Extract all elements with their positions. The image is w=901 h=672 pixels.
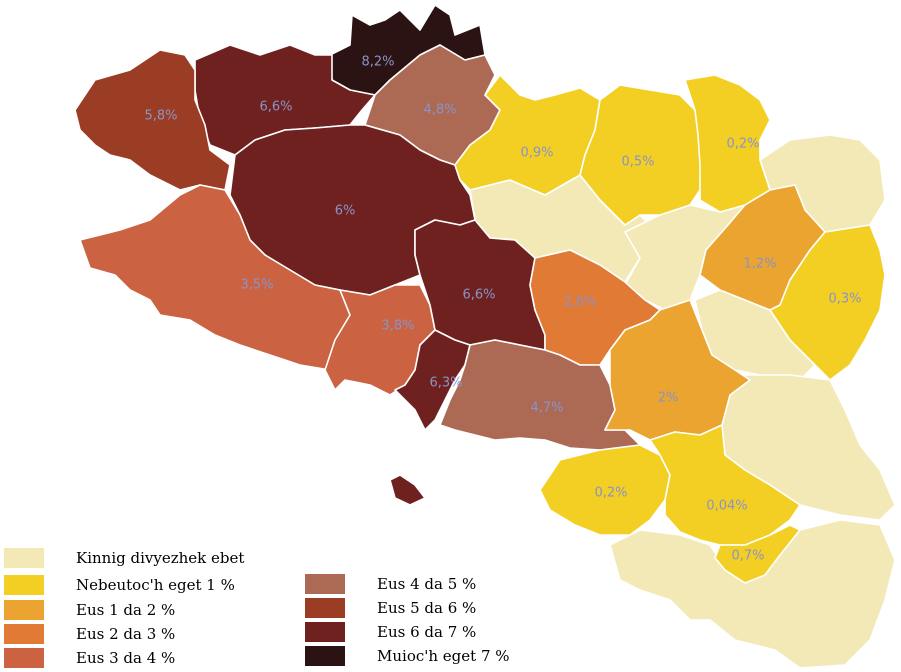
- legend-item: Eus 4 da 5 %: [305, 574, 476, 594]
- region-label: 3,8%: [381, 319, 414, 334]
- region-label: 8,2%: [361, 55, 394, 70]
- region-fougeres[interactable]: [769, 224, 886, 381]
- region-label: 0,3%: [828, 292, 861, 307]
- region-lorient[interactable]: [394, 329, 471, 431]
- legend-item: Eus 6 da 7 %: [305, 622, 476, 642]
- region-redon[interactable]: [539, 444, 671, 536]
- region-label: 3,5%: [240, 278, 273, 293]
- legend-item: Eus 5 da 6 %: [305, 598, 476, 618]
- region-label: 0,2%: [726, 137, 759, 152]
- legend-swatch: [4, 600, 44, 620]
- legend-item: Eus 2 da 3 %: [4, 624, 175, 644]
- legend-item: Muioc'h eget 7 %: [305, 646, 510, 666]
- legend-item: Eus 3 da 4 %: [4, 648, 175, 668]
- region-label: 0,04%: [706, 499, 747, 514]
- legend-swatch: [4, 624, 44, 644]
- region-label: 4,7%: [530, 401, 563, 416]
- region-label: 0,2%: [594, 486, 627, 501]
- legend-item: Kinnig divyezhek ebet: [4, 548, 244, 568]
- region-lorient-island[interactable]: [389, 474, 426, 506]
- region-label: 2,6%: [563, 295, 596, 310]
- region-label: 4,8%: [423, 103, 456, 118]
- region-label: 2%: [658, 391, 679, 406]
- legend-swatch: [4, 548, 44, 568]
- region-saint-brieuc[interactable]: [454, 74, 601, 196]
- region-label: 5,8%: [144, 109, 177, 124]
- legend-label: Eus 3 da 4 %: [76, 649, 176, 667]
- legend-swatch: [305, 598, 345, 618]
- region-label: 1,2%: [743, 257, 776, 272]
- region-label: 6%: [335, 204, 356, 219]
- legend-swatch: [305, 622, 345, 642]
- region-label: 0,9%: [520, 146, 553, 161]
- legend-swatch: [305, 646, 345, 666]
- legend-label: Nebeutoc'h eget 1 %: [76, 576, 235, 594]
- region-nantes[interactable]: [714, 524, 801, 584]
- legend-item: Eus 1 da 2 %: [4, 600, 175, 620]
- region-label: 6,3%: [429, 376, 462, 391]
- legend-label: Eus 1 da 2 %: [76, 601, 176, 619]
- region-lamballe[interactable]: [579, 84, 706, 226]
- region-label: 0,5%: [621, 155, 654, 170]
- legend-swatch: [4, 648, 44, 668]
- legend-label: Kinnig divyezhek ebet: [76, 549, 245, 567]
- legend-swatch: [4, 575, 44, 595]
- legend-label: Eus 5 da 6 %: [377, 599, 477, 617]
- legend-label: Muioc'h eget 7 %: [377, 647, 510, 665]
- region-ploermel[interactable]: [604, 299, 751, 441]
- legend-label: Eus 2 da 3 %: [76, 625, 176, 643]
- legend-label: Eus 4 da 5 %: [377, 575, 477, 593]
- region-label: 6,6%: [259, 100, 292, 115]
- legend-swatch: [305, 574, 345, 594]
- region-leon-n[interactable]: [194, 44, 376, 156]
- region-label: 6,6%: [462, 288, 495, 303]
- legend-item: Nebeutoc'h eget 1 %: [4, 575, 235, 595]
- region-label: 0,7%: [731, 549, 764, 564]
- legend-label: Eus 6 da 7 %: [377, 623, 477, 641]
